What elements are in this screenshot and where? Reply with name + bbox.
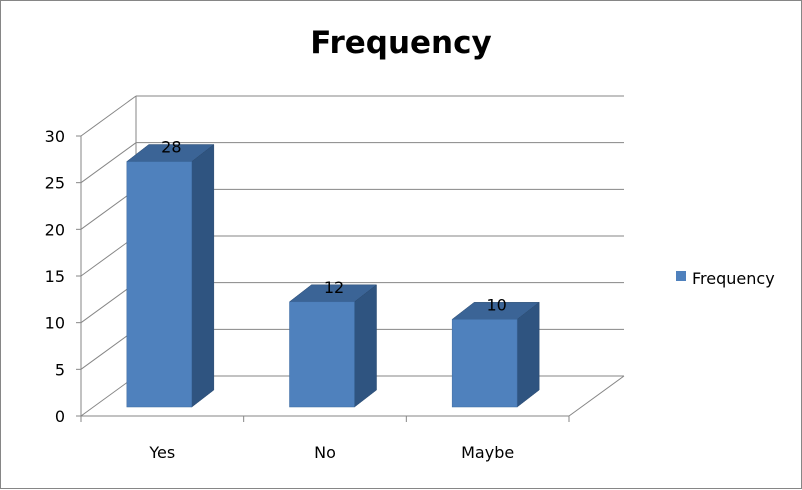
x-tick-label: No [314, 443, 336, 462]
y-tick-labels: 0 5 10 15 20 25 30 [45, 127, 65, 426]
floor-right-edge [568, 375, 625, 417]
bar-side-face [516, 301, 540, 408]
data-labels: 28 12 10 [161, 138, 507, 315]
x-tick-labels: Yes No Maybe [148, 443, 514, 462]
chart-title: Frequency [310, 25, 491, 61]
bar-yes [126, 161, 193, 408]
bar-no [289, 301, 355, 408]
legend-label: Frequency [692, 269, 775, 288]
legend-swatch [676, 271, 686, 281]
y-tick-label: 0 [55, 407, 65, 426]
y-tick-label: 25 [45, 174, 65, 193]
data-label: 28 [161, 138, 181, 157]
gridline-side [80, 142, 137, 184]
bars [126, 144, 540, 408]
y-tick-label: 15 [45, 267, 65, 286]
y-tick-label: 20 [45, 220, 65, 239]
x-tick-label: Maybe [461, 443, 514, 462]
y-tick-label: 5 [55, 360, 65, 379]
x-tick-label: Yes [148, 443, 175, 462]
bar-side-face [354, 284, 377, 408]
axes [76, 135, 570, 422]
gridlines [80, 95, 624, 417]
bar-side-face [191, 144, 215, 408]
data-label: 10 [486, 295, 506, 314]
legend: Frequency [676, 269, 775, 288]
y-tick-label: 10 [45, 314, 65, 333]
bar-maybe [451, 319, 518, 408]
gridline-side [80, 95, 137, 137]
data-label: 12 [324, 278, 344, 297]
y-tick-label: 30 [45, 127, 65, 146]
